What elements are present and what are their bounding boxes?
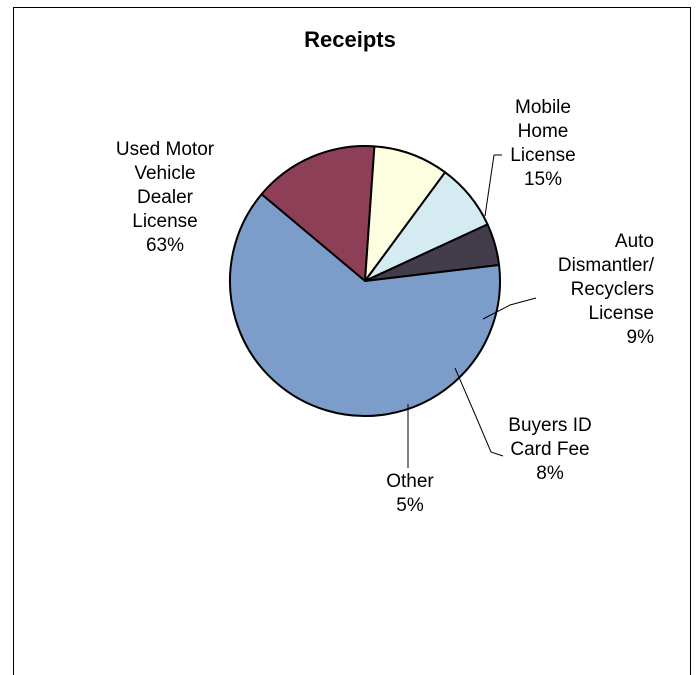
slice-label-auto-dismantler: Auto Dismantler/Recyclers License 9%	[520, 230, 654, 350]
slice-label-buyers-id-card-fee: Buyers ID Card Fee 8%	[495, 414, 605, 486]
pie-slice-mobile-home-license	[260, 145, 376, 282]
slice-label-line: Used Motor	[115, 139, 215, 160]
leader-line-buyers-id-card-fee	[454, 367, 504, 457]
slice-label-line: Auto	[614, 231, 654, 252]
pie-slice-used-motor-vehicle-dealer-license	[229, 193, 501, 417]
chart-title: Receipts	[304, 27, 396, 52]
slice-label-line: License	[132, 211, 198, 232]
leader-line-mobile-home-license	[484, 154, 502, 217]
slice-label-text: Used Motor Vehicle Dealer License	[95, 138, 235, 234]
slice-label-line: Other	[386, 471, 434, 492]
slice-label-pct: 9%	[626, 327, 654, 348]
slice-label-text: Buyers ID Card Fee	[495, 414, 605, 462]
slice-label-used-motor-vehicle-dealer: Used Motor Vehicle Dealer License 63%	[95, 138, 235, 258]
slice-label-text: Mobile Home License	[500, 96, 586, 168]
chart-frame	[13, 7, 691, 675]
slice-label-line: Recyclers	[570, 279, 654, 300]
slice-label-other: Other 5%	[365, 470, 455, 518]
slice-label-text: Other	[365, 470, 455, 494]
slice-label-pct: 8%	[536, 463, 564, 484]
slice-label-line: Dealer	[137, 187, 193, 208]
leader-line-auto-dismantler-recyclers-license	[482, 297, 537, 320]
slice-label-line: Mobile	[515, 97, 571, 118]
slice-label-line: License	[588, 303, 655, 324]
slice-label-line: Card Fee	[510, 439, 590, 460]
slice-label-pct: 5%	[396, 495, 424, 516]
slice-label-line: Dismantler/	[557, 255, 654, 276]
slice-label-line: Home	[517, 121, 569, 142]
slice-label-line: Buyers ID	[508, 415, 592, 436]
slice-label-text: Auto Dismantler/Recyclers License	[520, 230, 654, 326]
slice-label-mobile-home-license: Mobile Home License 15%	[500, 96, 586, 192]
slice-label-line: License	[510, 145, 576, 166]
slice-label-pct: 15%	[523, 169, 563, 190]
slice-label-line: Vehicle	[134, 163, 196, 184]
slice-label-pct: 63%	[145, 235, 185, 256]
